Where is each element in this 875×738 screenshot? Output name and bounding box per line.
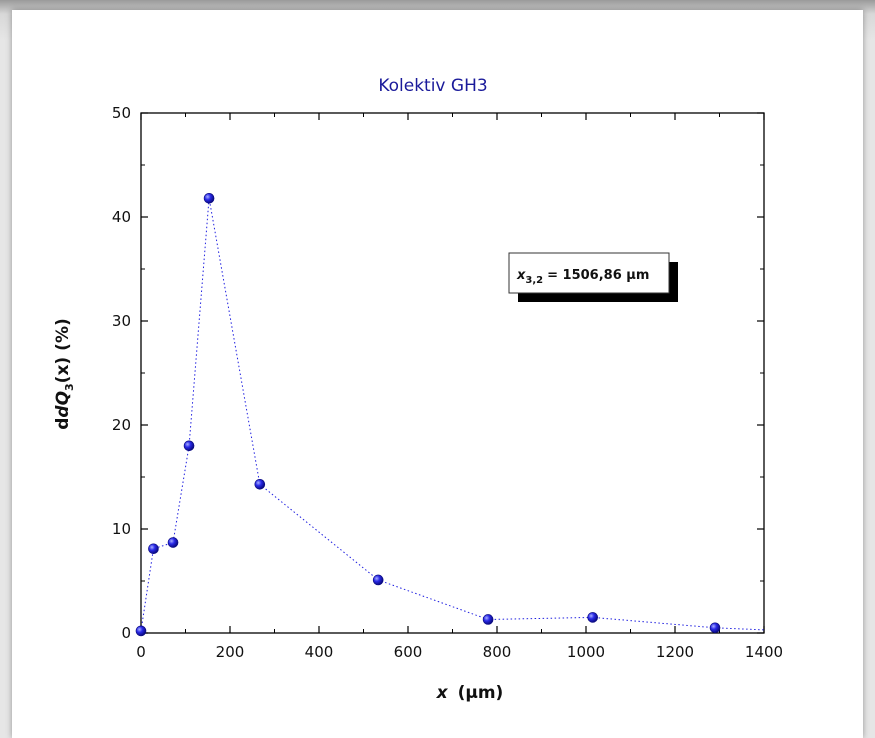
y-tick-label: 10 [112, 520, 131, 538]
y-axis-label: ddQ3(x) (%) [53, 318, 76, 430]
plot-frame [140, 112, 765, 634]
annotation-frame [508, 252, 670, 294]
y-axis-arg: (x) [53, 357, 73, 384]
data-point [183, 440, 195, 452]
y-axis-prefix-d: d [53, 418, 73, 430]
data-point [148, 543, 159, 555]
chart-paper [12, 10, 863, 738]
x-tick-label: 1000 [567, 643, 605, 661]
x-tick-label: 1400 [745, 643, 783, 661]
data-series [135, 192, 765, 637]
x-tick-label: 600 [394, 643, 423, 661]
x-tick-label: 200 [216, 643, 245, 661]
x-axis-var: x [436, 683, 449, 703]
x-tick-label: 400 [305, 643, 334, 661]
x-axis-unit: (μm) [458, 683, 504, 703]
y-tick-label: 30 [112, 312, 131, 330]
annotation-text: x3,2 = 1506,86 μm [516, 268, 649, 286]
x-tick-label: 1200 [656, 643, 694, 661]
data-point [135, 625, 147, 637]
y-axis-sub: 3 [63, 383, 76, 391]
x-tick-label: 0 [136, 643, 146, 661]
x-axis-label: x (μm) [436, 683, 504, 703]
y-tick-label: 50 [112, 104, 131, 122]
y-tick-label: 20 [112, 416, 131, 434]
y-tick-label: 0 [121, 624, 131, 642]
data-point [587, 612, 598, 623]
x-tick-label: 800 [483, 643, 512, 661]
data-point [254, 478, 266, 490]
y-axis-unit: (%) [53, 318, 73, 351]
y-axis-var: dQ [53, 391, 73, 418]
chart-title: Kolektiv GH3 [378, 76, 487, 96]
data-point [203, 192, 215, 204]
data-point [709, 622, 721, 634]
axes: 0 200 400 600 800 1000 1200 1400 0 10 20 30 40 50 [112, 104, 783, 661]
data-point [482, 614, 494, 625]
y-tick-label: 40 [112, 208, 131, 226]
annotation-box: x3,2 = 1506,86 μm [508, 252, 678, 302]
data-point [372, 574, 384, 586]
data-point [167, 537, 179, 548]
